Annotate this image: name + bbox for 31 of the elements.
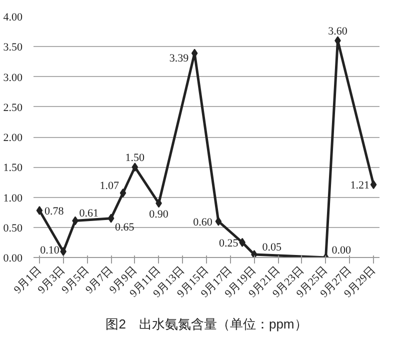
data-label: 0.90 [149,208,169,220]
data-label: 1.07 [100,180,120,192]
y-tick-label: 2.00 [3,132,23,144]
y-tick-label: 2.50 [3,102,23,114]
data-label: 0.78 [44,206,64,218]
y-tick-label: 1.50 [3,162,23,174]
point [120,188,126,198]
point [370,180,377,190]
data-label: 0.60 [193,216,213,228]
point [108,214,114,223]
data-label: 0.00 [332,244,352,256]
data-label: 0.65 [115,221,135,234]
y-tick-label: 3.00 [3,72,23,84]
text: 图2 出水氨氮含量（单位：ppm） [106,316,308,332]
data-label: 0.61 [79,208,99,220]
y-tick-label: 0.00 [3,252,23,264]
data-label: 0.05 [262,241,282,254]
data-label: 3.60 [328,26,348,38]
data-label: 1.50 [125,152,146,164]
point [251,250,258,258]
data-label: 0.25 [219,237,239,250]
data-label: 1.21 [350,180,370,192]
y-tick-label: 4.00 [3,12,23,24]
point [36,206,43,216]
y-tick-label: 0.50 [3,222,23,234]
data-label: 0.10 [40,244,60,256]
y-tick-label: 1.00 [3,192,23,204]
point [132,162,138,172]
point [215,216,222,226]
y-tick-label: 3.50 [3,42,23,54]
data-label: 3.39 [169,52,190,64]
